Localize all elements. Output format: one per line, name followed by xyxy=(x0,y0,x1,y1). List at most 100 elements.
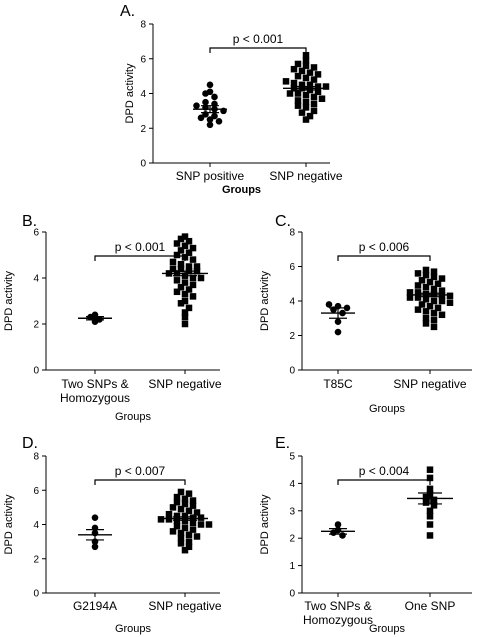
x-axis-title: Groups xyxy=(115,623,152,635)
data-point-circle xyxy=(334,328,342,336)
data-point-square xyxy=(430,297,438,305)
y-tick-label: 0 xyxy=(33,366,39,377)
data-point-square xyxy=(298,109,306,116)
p-value-annotation: p < 0.007 xyxy=(115,464,166,478)
data-point-square xyxy=(426,278,434,286)
data-point-square xyxy=(169,504,177,511)
data-point-circle xyxy=(211,112,218,120)
data-point-square xyxy=(426,532,434,539)
data-point-square xyxy=(185,304,193,312)
p-value-annotation: p < 0.001 xyxy=(115,240,166,254)
data-point-square xyxy=(306,112,314,120)
data-point-circle xyxy=(215,118,223,125)
y-axis-title: DPD activity xyxy=(124,63,136,123)
data-point-square xyxy=(290,65,298,73)
data-point-square xyxy=(189,514,197,521)
data-point-square xyxy=(418,277,426,284)
data-point-square xyxy=(165,516,173,523)
data-point-square xyxy=(173,517,181,525)
data-point-square xyxy=(406,289,414,296)
y-axis-title: DPD activity xyxy=(259,494,271,554)
data-point-square xyxy=(181,279,189,286)
data-point-square xyxy=(197,274,205,282)
data-point-circle xyxy=(334,521,342,528)
data-point-square xyxy=(193,263,201,270)
data-point-square xyxy=(426,521,434,528)
data-point-square xyxy=(430,496,438,504)
data-point-square xyxy=(294,72,302,80)
data-point-square xyxy=(430,502,438,509)
panel-label: C. xyxy=(275,213,291,230)
x-axis-title: Groups xyxy=(369,623,406,635)
data-point-square xyxy=(177,300,185,307)
data-point-square xyxy=(414,306,422,313)
data-point-square xyxy=(185,507,193,515)
x-axis-title: Groups xyxy=(115,411,152,423)
data-point-square xyxy=(430,323,438,331)
data-point-square xyxy=(310,100,318,108)
data-point-square xyxy=(290,79,298,87)
data-point-square xyxy=(302,116,310,123)
data-point-square xyxy=(430,290,438,298)
data-point-square xyxy=(185,286,193,293)
data-point-square xyxy=(430,309,438,317)
y-tick-label: 4 xyxy=(289,479,295,490)
panel-label: A. xyxy=(120,3,135,20)
data-point-square xyxy=(282,78,290,85)
data-point-square xyxy=(438,287,446,294)
data-point-square xyxy=(294,60,302,68)
data-point-square xyxy=(177,540,185,547)
data-point-square xyxy=(173,277,181,284)
category-label: Two SNPs & Homozygous xyxy=(60,377,130,405)
data-point-square xyxy=(181,546,189,554)
data-point-square xyxy=(422,308,430,315)
data-point-square xyxy=(414,289,422,296)
data-point-circle xyxy=(202,90,209,97)
y-axis-title: DPD activity xyxy=(3,271,15,331)
data-point-square xyxy=(181,495,189,503)
category-label: SNP negative xyxy=(269,169,342,183)
category-label: SNP negative xyxy=(148,377,221,391)
data-point-square xyxy=(298,67,306,75)
data-point-square xyxy=(414,294,422,301)
category-label: G2194A xyxy=(73,599,117,613)
data-point-square xyxy=(173,288,181,296)
data-point-square xyxy=(314,88,322,96)
data-point-circle xyxy=(193,102,200,109)
data-point-square xyxy=(302,52,310,59)
y-tick-label: 5 xyxy=(289,452,295,463)
data-point-square xyxy=(173,498,181,506)
data-point-square xyxy=(422,271,430,279)
data-point-circle xyxy=(197,114,205,122)
data-point-square xyxy=(181,242,189,250)
data-point-square xyxy=(422,493,430,501)
y-tick-label: 4 xyxy=(289,297,295,308)
data-point-square xyxy=(430,285,438,293)
data-point-square xyxy=(430,268,438,275)
data-point-square xyxy=(177,488,185,496)
data-point-circle xyxy=(325,301,333,308)
data-point-square xyxy=(181,297,189,305)
y-tick-label: 1 xyxy=(289,561,295,572)
data-point-square xyxy=(422,296,430,303)
data-point-square xyxy=(422,499,430,506)
category-label: SNP positive xyxy=(176,169,245,183)
data-point-square xyxy=(310,64,318,71)
significance-bracket xyxy=(337,255,431,261)
data-point-square xyxy=(189,256,197,263)
y-tick-label: 2 xyxy=(289,534,295,545)
data-point-circle xyxy=(206,116,214,123)
data-point-square xyxy=(181,517,189,525)
data-point-square xyxy=(177,529,185,537)
data-point-square xyxy=(181,233,189,240)
data-point-square xyxy=(438,311,446,319)
data-point-square xyxy=(302,104,310,111)
data-point-square xyxy=(302,62,310,69)
data-point-square xyxy=(177,283,185,291)
data-point-square xyxy=(414,282,422,289)
data-point-square xyxy=(314,71,322,78)
data-point-square xyxy=(438,292,446,300)
data-point-square xyxy=(185,490,193,497)
y-tick-label: 8 xyxy=(33,452,39,463)
y-tick-label: 6 xyxy=(289,262,295,273)
